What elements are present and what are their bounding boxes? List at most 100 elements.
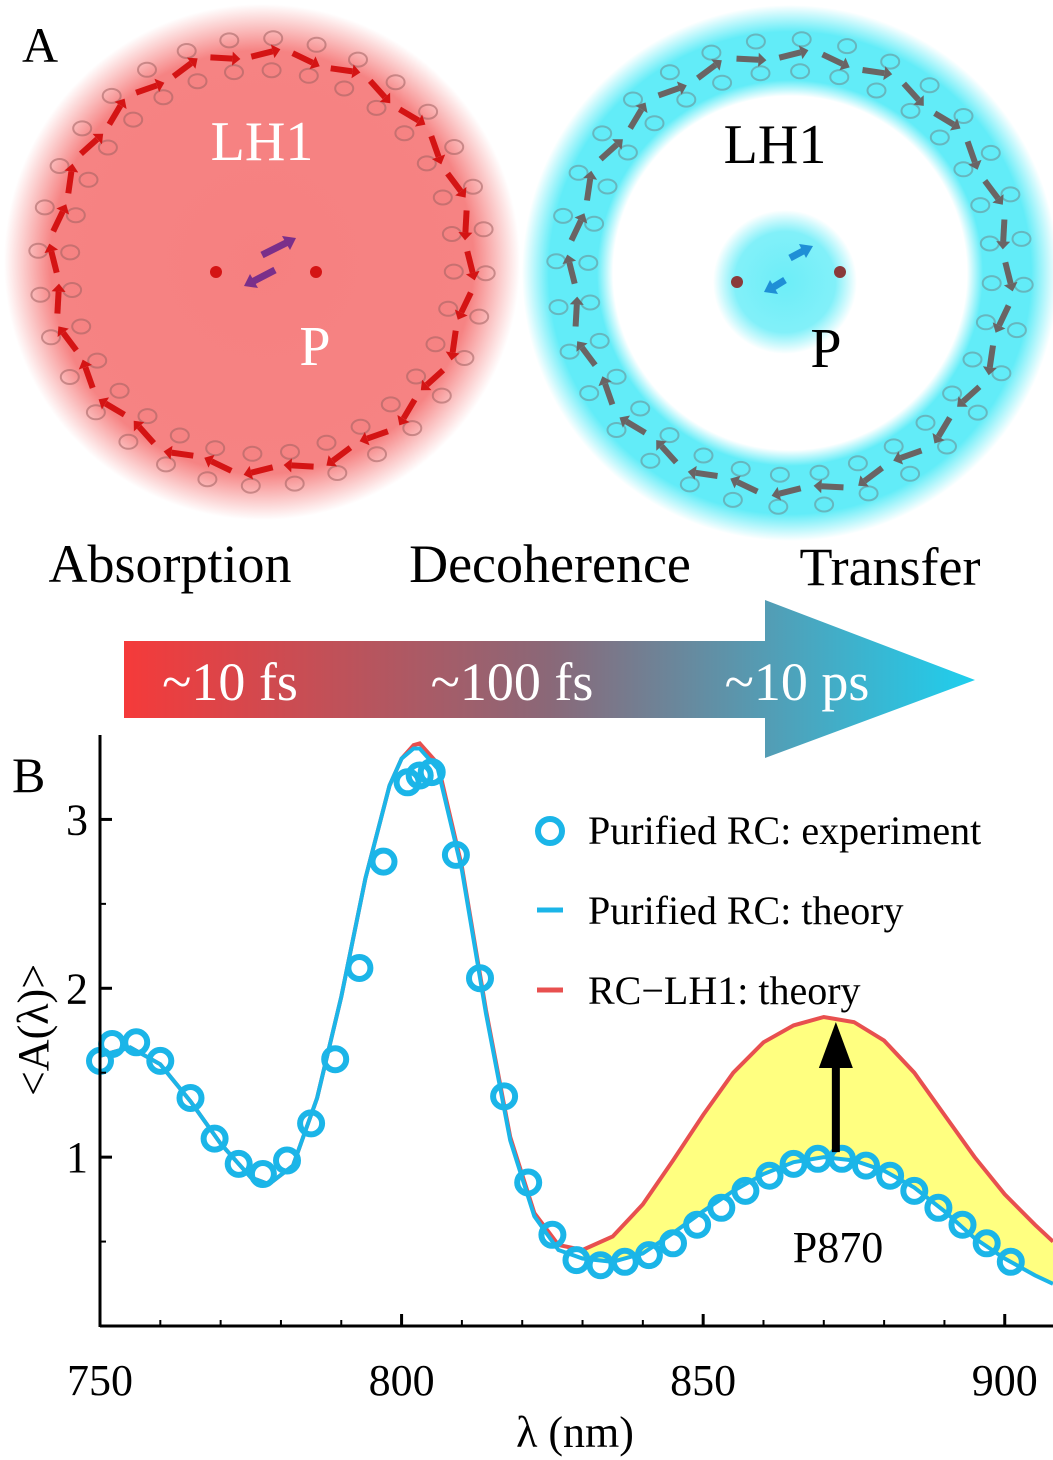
dipole-arrow-head: [950, 118, 961, 131]
right-ring-label: LH1: [724, 114, 827, 176]
dipole-arrow-shaft: [778, 485, 802, 497]
dipole-arrow-shaft: [695, 469, 718, 479]
data-point: [900, 1176, 929, 1205]
data-point: [122, 1028, 151, 1057]
dipole-arrow-shaft: [330, 65, 353, 75]
dipole-arrow-shaft: [821, 483, 844, 491]
dipole-arrow-head: [415, 114, 426, 127]
data-point: [405, 761, 434, 790]
helix-coil: [809, 464, 830, 481]
dipole-arrow-head: [78, 359, 92, 370]
helix-coil: [87, 352, 108, 369]
dipole-arrow-shaft: [54, 291, 62, 314]
helix-coil: [659, 64, 680, 81]
helix-coil: [97, 139, 118, 156]
dipole-arrow-head: [163, 445, 173, 460]
axis-ticks: 750 800 850 900 1 2 3: [66, 795, 1038, 1405]
data-point: [345, 954, 374, 982]
helix-coil: [630, 400, 651, 417]
x-tick-label: 750: [67, 1356, 133, 1405]
helix-coil: [1011, 230, 1032, 247]
dipole-arrow-head: [270, 44, 281, 59]
helix-coil: [327, 465, 348, 481]
left-center-label: P: [299, 316, 330, 378]
data-point: [466, 964, 494, 993]
data-point: [514, 1168, 543, 1197]
helix-coil: [156, 456, 176, 473]
dipole-arrow-shaft: [291, 462, 314, 470]
dipole-arrow-head: [758, 52, 767, 67]
helix-coil: [153, 89, 174, 106]
dipole-arrow-head: [243, 465, 254, 480]
helix-coil: [334, 80, 355, 97]
data-point: [441, 840, 470, 869]
helix-coil: [242, 445, 263, 462]
dipole-arrow-shaft: [584, 178, 594, 201]
helix-coil: [473, 221, 494, 238]
dipole-arrow-head: [583, 170, 598, 180]
dipole-arrow-head: [996, 241, 1011, 250]
stage-absorption: Absorption: [49, 534, 292, 594]
helix-coil: [929, 129, 950, 146]
helix-coil: [443, 263, 464, 280]
dipole-arrow-head: [465, 270, 480, 281]
dipole-arrow-head: [232, 51, 241, 66]
helix-coil: [469, 308, 490, 325]
helix-coil: [962, 351, 983, 368]
legend: Purified RC: experiment Purified RC: the…: [535, 808, 981, 1013]
helix-coil: [693, 447, 714, 464]
helix-coil: [597, 178, 618, 195]
dipole-arrow-head: [432, 154, 446, 165]
data-point: [755, 1161, 784, 1190]
dipole-arrow-head: [379, 92, 391, 104]
y-tick-label: 2: [66, 964, 88, 1013]
dipole-arrow-shaft: [366, 428, 389, 442]
helix-coil: [187, 73, 208, 90]
helix-coil: [123, 111, 144, 128]
dipole-arrow-shaft: [986, 345, 996, 368]
data-point: [369, 847, 398, 876]
dipole-arrow-head: [204, 454, 215, 468]
helix-coil: [975, 314, 996, 331]
dipole-arrow-shaft: [935, 416, 953, 439]
dipole-arrow-shaft: [78, 136, 100, 157]
helix-coil: [41, 329, 61, 346]
helix-coil: [406, 368, 427, 385]
helix-coil: [967, 404, 988, 421]
dipole-arrow-shaft: [250, 48, 274, 60]
helix-coil: [109, 382, 130, 399]
helix-coil: [592, 125, 613, 142]
left-ring-label: LH1: [211, 111, 314, 173]
helix-coil: [640, 452, 661, 469]
helix-coil: [240, 477, 261, 494]
data-point: [248, 1160, 277, 1188]
helix-coil: [578, 254, 599, 271]
dipole-arrow-head: [455, 187, 467, 198]
dipole-arrow-head: [932, 433, 945, 444]
helix-coil: [606, 368, 627, 385]
helix-coil: [991, 365, 1012, 382]
dipole-arrow-head: [359, 432, 370, 446]
dipole-arrow-shaft: [933, 110, 956, 128]
data-point: [417, 758, 446, 787]
dipole-arrow-shaft: [291, 50, 314, 66]
dipole-arrow-head: [598, 376, 612, 387]
dipole-arrow-shaft: [367, 78, 388, 100]
dipole-arrow-head: [968, 159, 982, 170]
dipole-arrow-shaft: [627, 107, 645, 130]
data-point: [779, 1149, 808, 1178]
y-tick-label: 3: [66, 795, 88, 844]
dipole-arrow-head: [771, 486, 782, 501]
dipole-arrow-head: [676, 81, 687, 95]
data-point: [731, 1176, 760, 1205]
helix-coil: [85, 404, 106, 421]
dipole-arrow-shaft: [579, 345, 598, 368]
dipole-arrow-head: [57, 326, 69, 337]
helix-coil: [730, 460, 751, 477]
dipole-arrow-shaft: [1002, 261, 1014, 285]
dipole-arrow-head: [992, 322, 1006, 333]
helix-coil: [348, 51, 368, 68]
x-tick-label: 850: [670, 1356, 736, 1405]
dipole-arrow-head: [454, 309, 468, 320]
dipole-arrow-head: [397, 415, 410, 426]
